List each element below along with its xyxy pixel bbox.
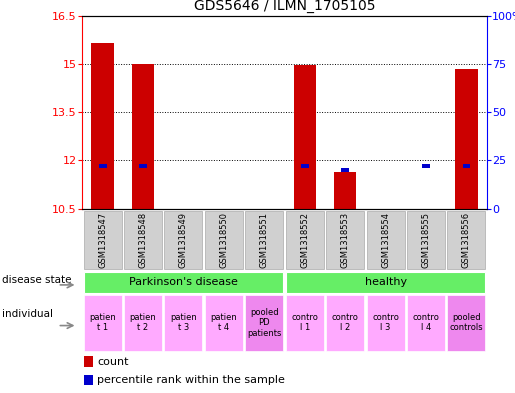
FancyBboxPatch shape xyxy=(448,295,486,351)
FancyBboxPatch shape xyxy=(83,272,283,293)
Text: GSM1318547: GSM1318547 xyxy=(98,212,107,268)
FancyBboxPatch shape xyxy=(286,272,486,293)
FancyBboxPatch shape xyxy=(83,295,122,351)
Bar xyxy=(422,164,430,168)
Text: patien
t 2: patien t 2 xyxy=(130,313,157,332)
Bar xyxy=(462,164,470,168)
Text: GSM1318549: GSM1318549 xyxy=(179,212,188,268)
Bar xyxy=(99,164,107,168)
Text: GSM1318551: GSM1318551 xyxy=(260,212,269,268)
Text: GSM1318548: GSM1318548 xyxy=(139,212,147,268)
Bar xyxy=(84,356,93,367)
Text: percentile rank within the sample: percentile rank within the sample xyxy=(97,375,285,386)
Bar xyxy=(294,65,316,209)
Text: contro
l 2: contro l 2 xyxy=(332,313,358,332)
FancyBboxPatch shape xyxy=(326,295,364,351)
FancyBboxPatch shape xyxy=(448,211,486,269)
FancyBboxPatch shape xyxy=(286,211,324,269)
Text: patien
t 4: patien t 4 xyxy=(211,313,237,332)
Text: patien
t 3: patien t 3 xyxy=(170,313,197,332)
Bar xyxy=(139,164,147,168)
Text: GSM1318550: GSM1318550 xyxy=(219,212,228,268)
FancyBboxPatch shape xyxy=(367,295,405,351)
FancyBboxPatch shape xyxy=(164,295,202,351)
FancyBboxPatch shape xyxy=(205,211,243,269)
Text: individual: individual xyxy=(2,309,53,319)
Text: count: count xyxy=(97,357,129,367)
Text: healthy: healthy xyxy=(365,277,407,287)
FancyBboxPatch shape xyxy=(205,295,243,351)
FancyBboxPatch shape xyxy=(164,211,202,269)
FancyBboxPatch shape xyxy=(124,211,162,269)
FancyBboxPatch shape xyxy=(245,295,283,351)
Bar xyxy=(92,43,114,209)
Text: contro
l 1: contro l 1 xyxy=(291,313,318,332)
Title: GDS5646 / ILMN_1705105: GDS5646 / ILMN_1705105 xyxy=(194,0,375,13)
FancyBboxPatch shape xyxy=(245,211,283,269)
FancyBboxPatch shape xyxy=(367,211,405,269)
Text: pooled
PD
patients: pooled PD patients xyxy=(247,308,282,338)
Bar xyxy=(455,69,477,209)
FancyBboxPatch shape xyxy=(286,295,324,351)
Text: Parkinson's disease: Parkinson's disease xyxy=(129,277,238,287)
Bar xyxy=(301,164,308,168)
Text: pooled
controls: pooled controls xyxy=(450,313,483,332)
Text: patien
t 1: patien t 1 xyxy=(89,313,116,332)
FancyBboxPatch shape xyxy=(83,211,122,269)
Bar xyxy=(341,168,349,172)
Text: GSM1318552: GSM1318552 xyxy=(300,212,309,268)
Text: contro
l 3: contro l 3 xyxy=(372,313,399,332)
Text: GSM1318556: GSM1318556 xyxy=(462,212,471,268)
Bar xyxy=(334,172,356,209)
FancyBboxPatch shape xyxy=(326,211,364,269)
Text: GSM1318554: GSM1318554 xyxy=(381,212,390,268)
Text: GSM1318553: GSM1318553 xyxy=(341,212,350,268)
Bar xyxy=(132,64,154,209)
Text: GSM1318555: GSM1318555 xyxy=(422,212,431,268)
Bar xyxy=(84,375,93,385)
Text: disease state: disease state xyxy=(2,275,71,285)
FancyBboxPatch shape xyxy=(407,211,445,269)
Text: contro
l 4: contro l 4 xyxy=(413,313,439,332)
FancyBboxPatch shape xyxy=(407,295,445,351)
FancyBboxPatch shape xyxy=(124,295,162,351)
